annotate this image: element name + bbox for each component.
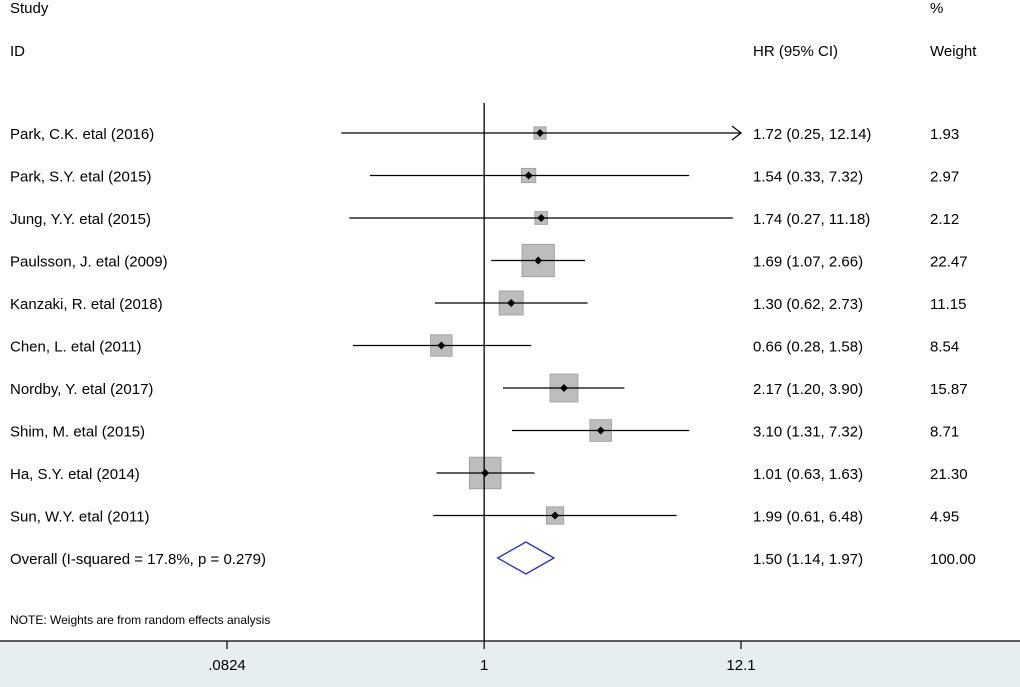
study-label: Kanzaki, R. etal (2018) [10,296,163,313]
study-ci-text: 1.69 (1.07, 2.66) [753,254,863,271]
study-ci-text: 1.54 (0.33, 7.32) [753,169,863,186]
study-label: Ha, S.Y. etal (2014) [10,466,140,483]
header-weight: Weight [930,43,977,60]
study-weight: 8.71 [930,424,959,441]
point-estimate [534,256,543,265]
point-estimate [536,129,545,137]
header-hr-ci: HR (95% CI) [753,43,838,60]
x-tick-label: 1 [480,657,488,674]
overall-row: Overall (I-squared = 17.8%, p = 0.279) 1.… [10,541,976,575]
study-label: Chen, L. etal (2011) [10,339,141,356]
study-weight: 21.30 [930,466,968,483]
study-label: Jung, Y.Y. etal (2015) [10,211,151,228]
study-ci-text: 1.72 (0.25, 12.14) [753,126,871,143]
study-row: Nordby, Y. etal (2017) 2.17 (1.20, 3.90) 1… [10,373,968,403]
study-row: Shim, M. etal (2015) 3.10 (1.31, 7.32) 8.7… [10,419,959,442]
x-axis-ticks: .0824 1 12.1 [208,641,756,674]
point-estimate [437,341,446,350]
study-weight: 22.47 [930,254,968,271]
overall-label: Overall (I-squared = 17.8%, p = 0.279) [10,551,266,568]
study-label: Park, C.K. etal (2016) [10,126,154,143]
study-weight: 2.97 [930,169,959,186]
point-estimate [559,384,568,392]
note-text: NOTE: Weights are from random effects an… [10,613,270,627]
point-estimate [524,171,533,180]
point-estimate [551,511,560,520]
study-ci-text: 1.30 (0.62, 2.73) [753,296,863,313]
study-row: Chen, L. etal (2011) 0.66 (0.28, 1.58) 8.5… [10,334,959,357]
study-label: Park, S.Y. etal (2015) [10,169,151,186]
header-id: ID [10,43,25,60]
point-estimate [596,426,605,435]
study-weight: 11.15 [930,296,966,313]
study-row: Jung, Y.Y. etal (2015) 1.74 (0.27, 11.18)… [10,211,959,228]
ci-truncation-arrow [731,125,742,141]
study-ci-text: 1.01 (0.63, 1.63) [753,466,863,483]
study-rows: Park, C.K. etal (2016) 1.72 (0.25, 12.14)… [10,125,968,526]
study-row: Ha, S.Y. etal (2014) 1.01 (0.63, 1.63) 21.… [10,456,968,490]
overall-ci-text: 1.50 (1.14, 1.97) [753,551,863,568]
study-row: Sun, W.Y. etal (2011) 1.99 (0.61, 6.48) 4.… [10,506,959,526]
study-row: Kanzaki, R. etal (2018) 1.30 (0.62, 2.73)… [10,290,966,316]
axis-band [0,641,1020,687]
study-weight: 4.95 [930,509,959,526]
study-weight: 2.12 [930,211,959,228]
overall-weight: 100.00 [930,551,976,568]
study-weight: 15.87 [930,381,968,398]
study-row: Park, C.K. etal (2016) 1.72 (0.25, 12.14)… [10,125,959,143]
header-study: Study [10,0,49,17]
point-estimate [481,469,490,477]
x-tick-label: .0824 [208,657,246,674]
study-label: Nordby, Y. etal (2017) [10,381,153,398]
study-label: Shim, M. etal (2015) [10,424,145,441]
study-weight: 1.93 [930,126,959,143]
study-weight: 8.54 [930,339,959,356]
study-row: Park, S.Y. etal (2015) 1.54 (0.33, 7.32) 2… [10,167,959,186]
header-percent: % [930,0,943,17]
point-estimate [537,214,546,222]
study-label: Paulsson, J. etal (2009) [10,254,168,271]
study-row: Paulsson, J. etal (2009) 1.69 (1.07, 2.66… [10,243,968,278]
overall-diamond [496,541,556,575]
study-ci-text: 3.10 (1.31, 7.32) [753,424,863,441]
study-ci-text: 0.66 (0.28, 1.58) [753,339,863,356]
study-ci-text: 1.74 (0.27, 11.18) [753,211,870,228]
point-estimate [507,299,516,307]
study-ci-text: 2.17 (1.20, 3.90) [753,381,863,398]
study-label: Sun, W.Y. etal (2011) [10,509,150,526]
study-ci-text: 1.99 (0.61, 6.48) [753,509,863,526]
x-tick-label: 12.1 [726,657,755,674]
